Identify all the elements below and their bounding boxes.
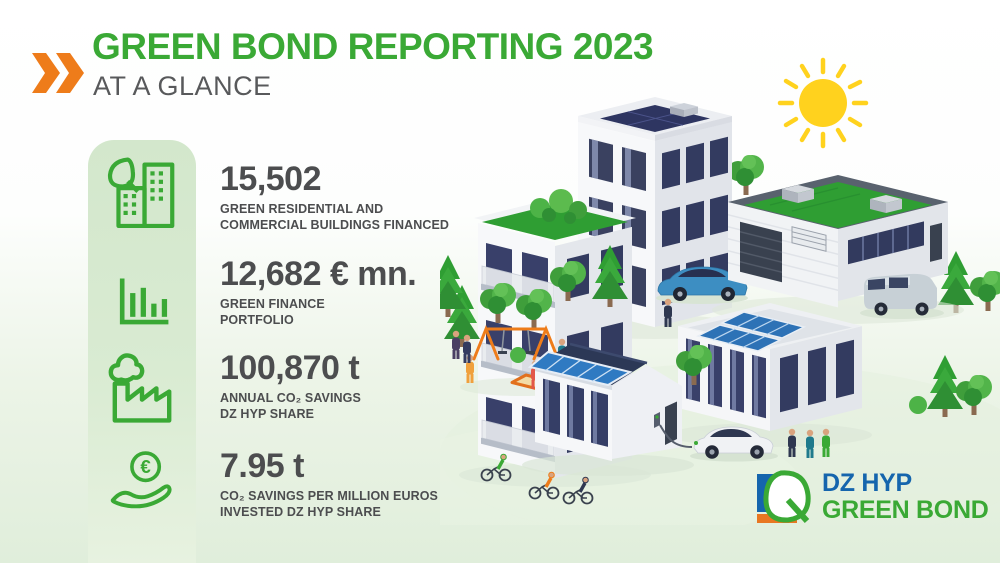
electric-car	[659, 424, 778, 462]
bar-chart-icon	[119, 278, 169, 325]
stat-label: ANNUAL CO₂ SAVINGS DZ HYP SHARE	[220, 391, 361, 421]
sun-icon	[777, 57, 869, 149]
green-buildings-icon	[107, 157, 175, 229]
stat-annual-co2-savings: 100,870 t ANNUAL CO₂ SAVINGS DZ HYP SHAR…	[220, 349, 480, 422]
stat-green-finance-portfolio: 12,682 € mn. GREEN FINANCE PORTFOLIO	[220, 255, 480, 328]
stat-icon-panel: €	[88, 140, 196, 563]
double-chevron-icon	[32, 53, 84, 93]
stat-co2-savings-per-million: 7.95 t CO₂ SAVINGS PER MILLION EUROS INV…	[220, 447, 480, 520]
stat-value: 15,502	[220, 160, 322, 198]
stat-label: GREEN FINANCE PORTFOLIO	[220, 297, 325, 327]
page-title: GREEN BOND REPORTING 2023	[92, 26, 654, 67]
dz-hyp-leaf-q-icon	[757, 470, 811, 524]
delivery-van	[860, 273, 944, 319]
logo-company: DZ HYP	[822, 469, 912, 497]
suv-car	[656, 266, 748, 304]
stat-label: CO₂ SAVINGS PER MILLION EUROS INVESTED D…	[220, 489, 438, 519]
pedestrians	[788, 428, 830, 458]
stat-value: 12,682 € mn.	[220, 255, 417, 293]
stat-value: 7.95 t	[220, 447, 304, 485]
stat-label: GREEN RESIDENTIAL AND COMMERCIAL BUILDIN…	[220, 202, 450, 232]
solar-house	[522, 342, 694, 476]
euro-hand-icon: €	[110, 451, 172, 509]
page-subtitle: AT A GLANCE	[93, 71, 272, 101]
eco-city-illustration	[440, 57, 1000, 525]
solar-office-building	[668, 303, 872, 447]
logo-product: GREEN BOND	[822, 496, 989, 524]
factory-emissions-icon	[108, 353, 172, 423]
stat-value: 100,870 t	[220, 349, 360, 387]
stat-buildings-financed: 15,502 GREEN RESIDENTIAL AND COMMERCIAL …	[220, 160, 480, 233]
dz-hyp-logo: DZ HYP GREEN BOND	[757, 469, 989, 525]
svg-text:€: €	[140, 456, 151, 477]
